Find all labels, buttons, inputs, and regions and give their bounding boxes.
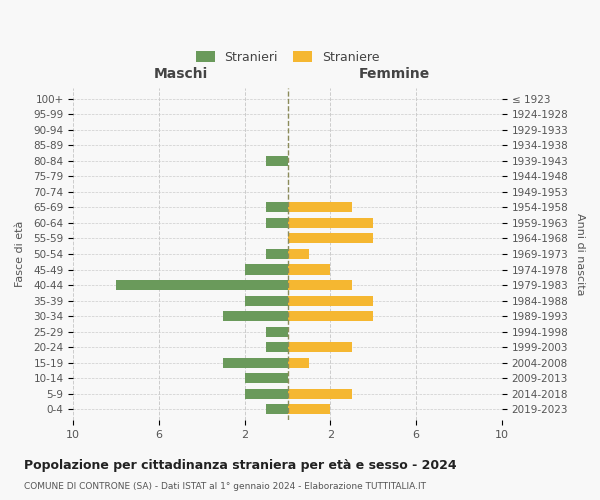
- Bar: [266, 202, 287, 212]
- Bar: [245, 374, 287, 384]
- Bar: [266, 342, 287, 352]
- Bar: [266, 249, 287, 259]
- Bar: [245, 296, 287, 306]
- Bar: [287, 389, 352, 399]
- Bar: [287, 249, 309, 259]
- Bar: [116, 280, 287, 290]
- Bar: [266, 404, 287, 414]
- Y-axis label: Anni di nascita: Anni di nascita: [575, 212, 585, 295]
- Y-axis label: Fasce di età: Fasce di età: [15, 221, 25, 287]
- Bar: [223, 358, 287, 368]
- Bar: [287, 296, 373, 306]
- Text: Maschi: Maschi: [154, 67, 208, 81]
- Bar: [287, 264, 331, 274]
- Text: Femmine: Femmine: [359, 67, 430, 81]
- Bar: [223, 311, 287, 321]
- Bar: [287, 280, 352, 290]
- Bar: [266, 326, 287, 336]
- Text: COMUNE DI CONTRONE (SA) - Dati ISTAT al 1° gennaio 2024 - Elaborazione TUTTITALI: COMUNE DI CONTRONE (SA) - Dati ISTAT al …: [24, 482, 426, 491]
- Bar: [287, 342, 352, 352]
- Bar: [245, 264, 287, 274]
- Bar: [266, 156, 287, 166]
- Bar: [287, 218, 373, 228]
- Bar: [245, 389, 287, 399]
- Bar: [287, 358, 309, 368]
- Bar: [287, 234, 373, 243]
- Text: Popolazione per cittadinanza straniera per età e sesso - 2024: Popolazione per cittadinanza straniera p…: [24, 460, 457, 472]
- Legend: Stranieri, Straniere: Stranieri, Straniere: [192, 48, 383, 68]
- Bar: [287, 311, 373, 321]
- Bar: [266, 218, 287, 228]
- Bar: [287, 202, 352, 212]
- Bar: [287, 404, 331, 414]
